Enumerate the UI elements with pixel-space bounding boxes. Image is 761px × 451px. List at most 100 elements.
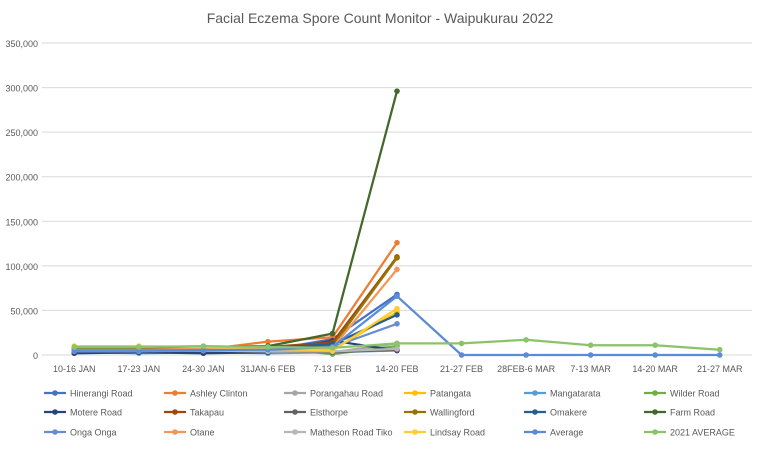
legend-label: Omakere <box>550 408 587 418</box>
legend-label: Porangahau Road <box>310 389 383 399</box>
legend-label: Takapau <box>190 408 224 418</box>
data-point <box>394 293 400 299</box>
x-tick-label: 17-23 JAN <box>118 364 161 374</box>
legend-label: Matheson Road Tiko <box>310 428 393 438</box>
data-point <box>329 330 336 337</box>
y-tick-label: 250,000 <box>5 128 38 138</box>
y-tick-label: 0 <box>33 351 38 361</box>
legend-swatch-marker <box>532 409 538 415</box>
legend-label: Wilder Road <box>670 389 720 399</box>
x-tick-label: 28FEB-6 MAR <box>497 364 556 374</box>
legend-item: Wilder Road <box>644 389 720 399</box>
legend-label: Otane <box>190 428 215 438</box>
legend-swatch-marker <box>532 429 538 435</box>
legend-swatch-marker <box>52 390 58 396</box>
legend-swatch-marker <box>652 429 658 435</box>
data-point <box>587 342 594 348</box>
legend-label: Patangata <box>430 389 471 399</box>
x-tick-label: 7-13 FEB <box>313 364 351 374</box>
legend-swatch-marker <box>292 409 298 415</box>
legend-item: Elsthorpe <box>284 408 348 418</box>
legend-swatch-marker <box>172 409 178 415</box>
legend-label: Motere Road <box>70 408 122 418</box>
legend-label: Average <box>550 428 583 438</box>
data-point <box>394 312 400 318</box>
legend-swatch-marker <box>412 409 418 415</box>
data-point <box>394 239 400 246</box>
legend-swatch-marker <box>652 390 658 396</box>
legend-label: Ashley Clinton <box>190 389 248 399</box>
legend-label: Hinerangi Road <box>70 389 133 399</box>
legend-item: Mangatarata <box>524 389 601 399</box>
legend-item: Omakere <box>524 408 587 418</box>
legend-swatch-marker <box>412 429 418 435</box>
data-point <box>265 344 271 350</box>
x-tick-label: 14-20 MAR <box>632 364 678 374</box>
legend-swatch-marker <box>532 390 538 396</box>
legend-item: Matheson Road Tiko <box>284 428 393 438</box>
x-tick-label: 21-27 FEB <box>440 364 483 374</box>
legend-item: Motere Road <box>44 408 122 418</box>
legend-item: Average <box>524 428 583 438</box>
series-lines <box>71 88 723 358</box>
y-tick-label: 150,000 <box>5 217 38 227</box>
data-point <box>458 340 465 347</box>
data-point <box>523 337 529 343</box>
legend-label: Elsthorpe <box>310 408 348 418</box>
data-point <box>652 342 658 348</box>
gridlines <box>42 42 752 356</box>
data-point <box>523 352 529 358</box>
data-point <box>394 88 400 94</box>
x-tick-label: 31JAN-6 FEB <box>240 364 295 374</box>
legend-swatch-marker <box>52 409 58 415</box>
data-point <box>329 345 336 351</box>
legend-item: Ashley Clinton <box>164 389 248 399</box>
legend-item: Porangahau Road <box>284 389 383 399</box>
data-point <box>200 347 207 353</box>
data-point <box>394 321 400 327</box>
data-point <box>71 344 78 350</box>
legend-label: Mangatarata <box>550 389 601 399</box>
data-point <box>265 338 271 345</box>
x-tick-label: 14-20 FEB <box>375 364 418 374</box>
x-tick-label: 10-16 JAN <box>53 364 96 374</box>
data-point <box>652 352 658 358</box>
legend-swatch-marker <box>52 429 58 435</box>
legend-item: Patangata <box>404 389 471 399</box>
data-point <box>458 352 465 358</box>
legend-item: Otane <box>164 428 215 438</box>
legend-item: 2021 AVERAGE <box>644 428 735 438</box>
y-tick-label: 50,000 <box>10 306 38 316</box>
legend-swatch-marker <box>172 429 178 435</box>
legend-swatch-marker <box>292 429 298 435</box>
legend-item: Lindsay Road <box>404 428 485 438</box>
legend: Hinerangi Road Ashley Clinton Porangahau R… <box>44 389 735 438</box>
legend-item: Onga Onga <box>44 428 117 438</box>
legend-swatch-marker <box>652 409 658 415</box>
y-tick-label: 200,000 <box>5 173 38 183</box>
legend-label: Farm Road <box>670 408 715 418</box>
data-point <box>136 344 142 350</box>
data-point <box>716 346 723 353</box>
data-point <box>394 255 400 261</box>
x-axis-tick-labels: 10-16 JAN 17-23 JAN 24-30 JAN 31JAN-6 FEB 7-… <box>53 364 743 374</box>
data-point <box>394 266 400 273</box>
data-point <box>716 352 723 358</box>
x-tick-label: 24-30 JAN <box>182 364 225 374</box>
legend-item: Farm Road <box>644 408 715 418</box>
x-tick-label: 21-27 MAR <box>697 364 743 374</box>
legend-label: Lindsay Road <box>430 428 485 438</box>
legend-swatch-marker <box>172 390 178 396</box>
data-point <box>200 343 207 349</box>
y-tick-label: 350,000 <box>5 39 38 49</box>
legend-item: Takapau <box>164 408 224 418</box>
x-tick-label: 7-13 MAR <box>570 364 611 374</box>
data-point <box>394 305 400 312</box>
legend-label: 2021 AVERAGE <box>670 428 735 438</box>
legend-swatch-marker <box>412 390 418 396</box>
data-point <box>394 345 400 352</box>
y-tick-label: 100,000 <box>5 262 38 272</box>
y-axis-tick-labels: 0 50,000 100,000 150,000 200,000 250,000 300,0… <box>5 39 38 361</box>
legend-item: Hinerangi Road <box>44 389 133 399</box>
